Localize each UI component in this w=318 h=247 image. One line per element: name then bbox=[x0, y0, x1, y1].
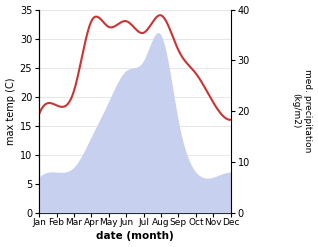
Y-axis label: med. precipitation
(kg/m2): med. precipitation (kg/m2) bbox=[292, 69, 313, 153]
Y-axis label: max temp (C): max temp (C) bbox=[5, 77, 16, 145]
X-axis label: date (month): date (month) bbox=[96, 231, 174, 242]
